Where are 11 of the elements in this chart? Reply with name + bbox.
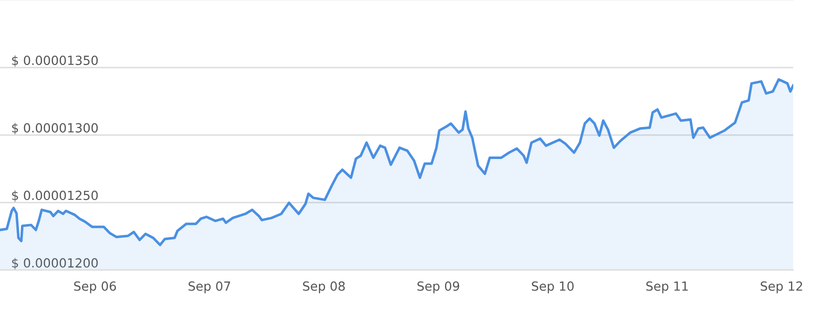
y-tick-label: $ 0.00001350 bbox=[12, 55, 98, 67]
x-tick-label: Sep 06 bbox=[74, 281, 116, 294]
y-tick-label: $ 0.00001250 bbox=[12, 190, 98, 202]
x-tick-label: Sep 09 bbox=[417, 281, 460, 294]
x-tick-label: Sep 10 bbox=[532, 281, 574, 294]
x-tick-label: Sep 07 bbox=[188, 281, 230, 294]
x-tick-label: Sep 11 bbox=[646, 281, 688, 294]
x-tick-label: Sep 12 bbox=[760, 281, 802, 294]
y-tick-label: $ 0.00001200 bbox=[12, 258, 98, 270]
y-tick-label: $ 0.00001300 bbox=[12, 122, 98, 134]
x-tick-label: Sep 08 bbox=[303, 281, 345, 294]
